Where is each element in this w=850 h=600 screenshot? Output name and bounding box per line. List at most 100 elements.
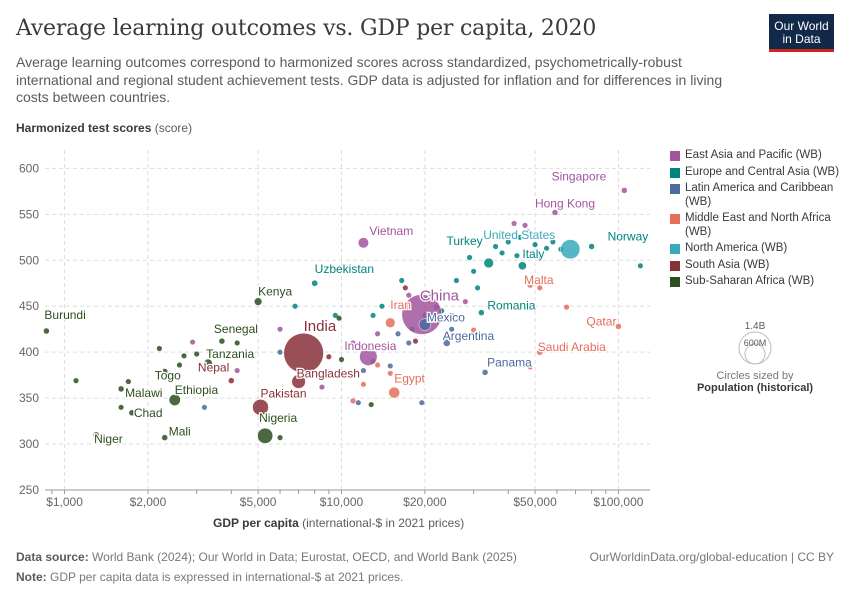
point-label-niger: Niger bbox=[94, 432, 123, 446]
data-point-nepal bbox=[228, 377, 235, 384]
x-tick-label: $5,000 bbox=[240, 495, 277, 509]
data-point bbox=[514, 253, 520, 259]
point-label-tanzania: Tanzania bbox=[206, 347, 254, 361]
point-label-hong-kong: Hong Kong bbox=[535, 196, 595, 210]
legend-swatch bbox=[670, 184, 680, 194]
legend-item[interactable]: Europe and Central Asia (WB) bbox=[670, 166, 845, 180]
data-point bbox=[383, 344, 389, 351]
legend-swatch bbox=[670, 277, 680, 287]
point-label-china: China bbox=[420, 287, 460, 304]
footer-note: Note: GDP per capita data is expressed i… bbox=[16, 570, 403, 584]
data-point-chad bbox=[128, 409, 136, 417]
data-point bbox=[474, 285, 481, 291]
data-point-pakistan bbox=[252, 399, 269, 416]
point-label-senegal: Senegal bbox=[214, 322, 258, 336]
point-label-panama: Panama bbox=[487, 355, 532, 369]
point-label-egypt: Egypt bbox=[394, 372, 425, 386]
legend-swatch bbox=[670, 151, 680, 161]
legend-swatch bbox=[670, 260, 680, 271]
data-point-saudi-arabia bbox=[536, 348, 544, 356]
data-point bbox=[350, 340, 356, 346]
data-point bbox=[499, 250, 505, 256]
point-label-iran: Iran bbox=[390, 298, 411, 312]
footer-note-label: Note: bbox=[16, 570, 47, 584]
data-point bbox=[205, 366, 211, 372]
data-point bbox=[449, 312, 455, 319]
legend-swatch bbox=[670, 214, 680, 224]
region-legend: East Asia and Pacific (WB) Europe and Cen… bbox=[670, 149, 845, 292]
data-point bbox=[419, 400, 425, 406]
x-axis-label-bold: GDP per capita bbox=[213, 516, 299, 530]
data-point-kenya bbox=[254, 297, 263, 306]
footer-source-text: World Bank (2024); Our World in Data; Eu… bbox=[88, 550, 517, 564]
data-point bbox=[125, 378, 131, 385]
legend-label: East Asia and Pacific (WB) bbox=[685, 149, 822, 161]
size-legend: 1.4B 600M Circles sized by Population (h… bbox=[690, 318, 820, 394]
data-point bbox=[466, 254, 473, 261]
data-point bbox=[355, 400, 361, 406]
data-point bbox=[471, 268, 477, 274]
data-point bbox=[564, 304, 570, 310]
point-label-italy: Italy bbox=[522, 247, 544, 261]
y-tick-label: 600 bbox=[19, 161, 39, 175]
legend-label: South Asia (WB) bbox=[685, 258, 770, 271]
data-point bbox=[374, 362, 381, 368]
point-label-pakistan: Pakistan bbox=[261, 386, 307, 400]
x-axis-label-unit: (international-$ in 2021 prices) bbox=[298, 516, 465, 530]
data-point-togo bbox=[161, 368, 168, 375]
data-point-qatar bbox=[615, 323, 622, 330]
legend-item[interactable]: Sub-Saharan Africa (WB) bbox=[670, 275, 845, 289]
point-label-nepal: Nepal bbox=[198, 361, 229, 375]
y-tick-label: 300 bbox=[19, 437, 39, 451]
point-label-bangladesh: Bangladesh bbox=[297, 367, 360, 381]
data-point bbox=[326, 369, 332, 375]
data-point bbox=[118, 404, 124, 410]
y-tick-label: 500 bbox=[19, 253, 39, 267]
data-point bbox=[234, 367, 240, 374]
point-label-togo: Togo bbox=[155, 368, 181, 382]
logo-line-2: in Data bbox=[782, 32, 821, 46]
point-label-turkey: Turkey bbox=[446, 234, 482, 248]
data-point bbox=[368, 401, 374, 408]
point-label-malawi: Malawi bbox=[125, 386, 162, 400]
point-label-norway: Norway bbox=[608, 229, 649, 243]
data-point-egypt bbox=[388, 386, 400, 399]
legend-item[interactable]: South Asia (WB) bbox=[670, 259, 845, 273]
data-point bbox=[537, 285, 543, 291]
y-tick-label: 450 bbox=[19, 299, 39, 313]
data-point bbox=[637, 263, 643, 269]
legend-item[interactable]: Middle East and North Africa (WB) bbox=[670, 212, 845, 239]
point-label-uzbekistan: Uzbekistan bbox=[315, 262, 374, 276]
legend-item[interactable]: Latin America and Caribbean (WB) bbox=[670, 182, 845, 209]
data-point bbox=[449, 326, 455, 332]
data-point bbox=[360, 381, 367, 387]
footer-link[interactable]: OurWorldinData.org/global-education | CC… bbox=[589, 550, 834, 564]
y-axis-label: Harmonized test scores (score) bbox=[16, 121, 192, 135]
legend-item[interactable]: East Asia and Pacific (WB) bbox=[670, 149, 845, 163]
size-label-small: 600M bbox=[744, 338, 767, 348]
data-point bbox=[406, 292, 412, 298]
data-point-mali bbox=[161, 434, 168, 441]
data-point-united-states bbox=[560, 239, 581, 260]
point-label-mexico: Mexico bbox=[427, 311, 465, 325]
point-label-mali: Mali bbox=[169, 425, 191, 439]
size-label-large: 1.4B bbox=[745, 321, 766, 332]
y-tick-label: 250 bbox=[19, 483, 39, 497]
point-label-india: India bbox=[304, 318, 337, 335]
point-label-united-states: United States bbox=[483, 228, 555, 242]
point-label-nigeria: Nigeria bbox=[259, 411, 297, 425]
data-point bbox=[511, 220, 517, 227]
data-point bbox=[73, 378, 79, 384]
data-point bbox=[194, 351, 200, 357]
owid-logo[interactable]: Our World in Data bbox=[769, 14, 834, 52]
data-point bbox=[525, 229, 531, 235]
data-point bbox=[336, 315, 342, 321]
legend-item[interactable]: North America (WB) bbox=[670, 242, 845, 256]
legend-label: Latin America and Caribbean (WB) bbox=[685, 182, 834, 208]
chart-title: Average learning outcomes vs. GDP per ca… bbox=[16, 16, 597, 41]
data-point-hong-kong bbox=[551, 209, 559, 216]
legend-label: Middle East and North Africa (WB) bbox=[685, 212, 831, 238]
data-point bbox=[332, 312, 338, 319]
data-point bbox=[471, 327, 477, 333]
y-tick-label: 400 bbox=[19, 345, 39, 359]
